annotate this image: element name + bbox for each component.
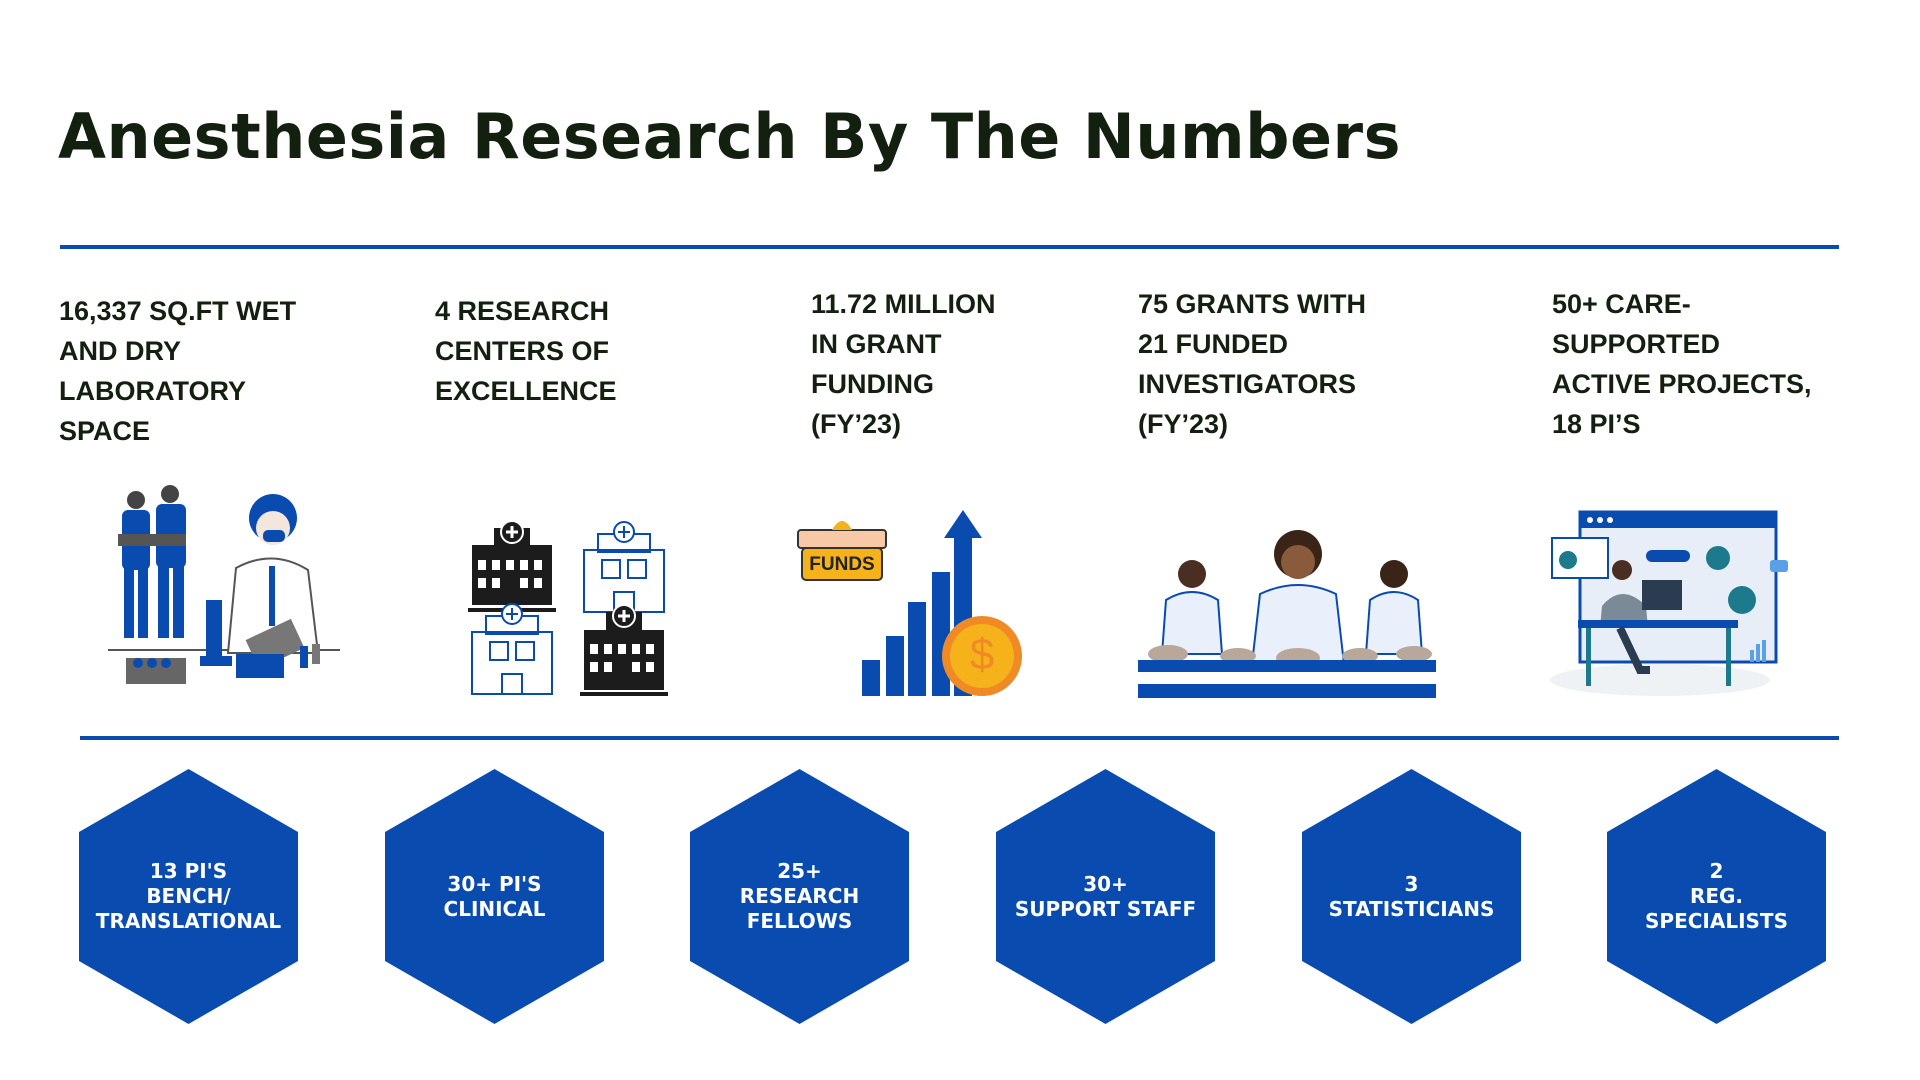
hospital-buildings-icon: [468, 520, 668, 696]
hexagon-label: 13 PI'S BENCH/TRANSLATIONAL: [79, 769, 298, 1024]
hexagon-label: 2 REG. SPECIALISTS: [1607, 769, 1826, 1024]
dollar-icon: $: [969, 630, 995, 679]
lab-scientists-illustration: [108, 485, 340, 684]
hospital-dark-icon: [468, 520, 556, 612]
staff-hexagon: 25+ RESEARCH FELLOWS: [690, 769, 909, 1024]
stat-lab-space: 16,337 SQ.FT WET AND DRY LABORATORY SPAC…: [59, 291, 399, 451]
stat-line: 11.72 MILLION: [811, 289, 996, 319]
hospital-dark-icon: [580, 604, 668, 696]
stat-line: INVESTIGATORS: [1138, 369, 1357, 399]
investigators-illustration: [1138, 530, 1436, 698]
hexagon-label-line: 25+: [777, 859, 822, 883]
bottom-divider: [80, 736, 1839, 740]
hexagon-label-line: 3: [1404, 871, 1419, 896]
stat-line: (FY’23): [1138, 409, 1229, 439]
hexagon-label: 30+ SUPPORT STAFF: [996, 769, 1215, 1024]
stat-line: 75 GRANTS WITH: [1138, 289, 1367, 319]
hexagon-shape: [996, 769, 1215, 1024]
stat-grant-funding: 11.72 MILLION IN GRANT FUNDING (FY’23): [811, 284, 1151, 444]
stat-line: CENTERS OF: [435, 336, 610, 366]
hexagon-label-line: STATISTICIANS: [1328, 896, 1495, 921]
staff-hexagon: 3 STATISTICIANS: [1302, 769, 1521, 1024]
funds-label: FUNDS: [809, 554, 875, 575]
staff-hexagon: 30+ PI'S CLINICAL: [385, 769, 604, 1024]
hexagon-label-line: RESEARCH: [739, 884, 860, 908]
stat-line: AND DRY: [59, 336, 182, 366]
hexagon-label-line: REG.: [1689, 884, 1744, 908]
hexagon-label-line: 30+: [1083, 871, 1128, 896]
stat-grants: 75 GRANTS WITH 21 FUNDED INVESTIGATORS (…: [1138, 284, 1478, 444]
hexagon-label-line: TRANSLATIONAL: [95, 909, 282, 933]
hexagon-label-line: BENCH/: [146, 884, 231, 908]
hexagon-label: 25+ RESEARCH FELLOWS: [690, 769, 909, 1024]
hexagon-label-line: 13 PI'S: [149, 859, 228, 883]
hexagon-shape: [690, 769, 909, 1024]
hexagon-shape: [1607, 769, 1826, 1024]
stat-line: FUNDING: [811, 369, 934, 399]
staff-hexagon: 2 REG. SPECIALISTS: [1607, 769, 1826, 1024]
stat-research-centers: 4 RESEARCH CENTERS OF EXCELLENCE: [435, 291, 775, 411]
stat-line: LABORATORY: [59, 376, 246, 406]
page-title: Anesthesia Research By The Numbers: [58, 100, 1401, 173]
project-dashboard-illustration: [1550, 510, 1788, 696]
stat-line: EXCELLENCE: [435, 376, 617, 406]
hexagon-shape: [1302, 769, 1521, 1024]
hospital-outline-icon: [471, 603, 553, 695]
staff-hexagon: 13 PI'S BENCH/TRANSLATIONAL: [79, 769, 298, 1024]
funding-growth-chart-icon: FUNDS $: [794, 510, 1024, 698]
stat-active-projects: 50+ CARE- SUPPORTED ACTIVE PROJECTS, 18 …: [1552, 284, 1892, 444]
staff-hexagon: 30+ SUPPORT STAFF: [996, 769, 1215, 1024]
stat-line: 16,337 SQ.FT WET: [59, 296, 297, 326]
stat-line: 4 RESEARCH: [435, 296, 610, 326]
hexagon-label-line: 30+ PI'S: [447, 871, 542, 896]
hexagon-label: 3 STATISTICIANS: [1302, 769, 1521, 1024]
stat-line: (FY’23): [811, 409, 902, 439]
hexagon-label-line: SUPPORT STAFF: [1014, 896, 1197, 921]
hexagon-shape: [79, 769, 298, 1024]
hexagon-label-line: SPECIALISTS: [1645, 909, 1788, 933]
hexagon-label: 30+ PI'S CLINICAL: [385, 769, 604, 1024]
hexagon-label-line: FELLOWS: [746, 909, 853, 933]
stat-line: 21 FUNDED: [1138, 329, 1289, 359]
stat-line: SUPPORTED: [1552, 329, 1721, 359]
stat-line: 18 PI’S: [1552, 409, 1641, 439]
stat-line: 50+ CARE-: [1552, 289, 1691, 319]
stat-line: ACTIVE PROJECTS,: [1552, 369, 1812, 399]
hexagon-label-line: CLINICAL: [443, 896, 546, 921]
stat-line: SPACE: [59, 416, 151, 446]
stat-line: IN GRANT: [811, 329, 942, 359]
hospital-outline-icon: [583, 521, 665, 613]
hexagon-shape: [385, 769, 604, 1024]
top-divider: [60, 245, 1839, 249]
hexagon-label-line: 2: [1709, 859, 1724, 883]
